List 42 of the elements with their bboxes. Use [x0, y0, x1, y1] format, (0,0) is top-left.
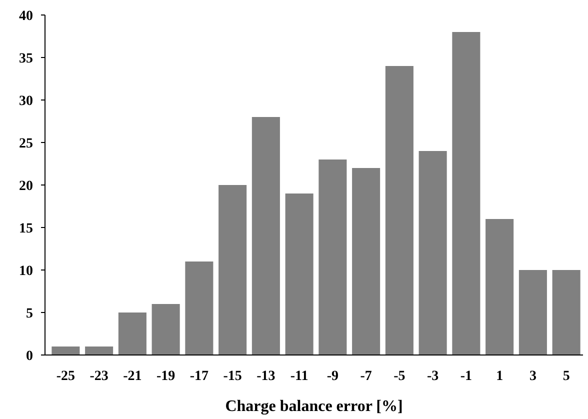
x-tick-label: 1: [496, 369, 504, 384]
x-tick-label: -13: [256, 369, 276, 384]
x-tick-label: -3: [426, 369, 439, 384]
x-tick-label: 5: [562, 369, 570, 384]
x-tick-label: 3: [529, 369, 536, 384]
x-tick-label: -15: [223, 369, 242, 384]
x-tick-label: -23: [90, 369, 108, 384]
x-tick-label: -17: [190, 369, 209, 384]
bar: [318, 160, 347, 355]
x-tick-label: -9: [326, 369, 339, 384]
y-tick-label: 30: [19, 94, 33, 109]
x-tick-label: -25: [56, 369, 76, 384]
x-tick-label: -11: [290, 369, 308, 384]
y-tick-label: 15: [19, 221, 33, 236]
y-tick-label: 20: [19, 178, 33, 194]
bar: [285, 194, 314, 355]
bar: [385, 66, 414, 355]
y-tick-label: 0: [26, 348, 33, 364]
x-tick-label: -5: [394, 369, 406, 384]
x-tick-label: -21: [123, 369, 142, 384]
bar: [252, 117, 280, 355]
bar: [52, 346, 80, 355]
x-tick-label: -19: [156, 369, 176, 384]
bar: [85, 346, 114, 355]
x-axis-title: Charge balance error [%]: [225, 398, 403, 415]
y-tick-label: 35: [19, 51, 33, 66]
bar: [552, 270, 580, 355]
bar: [452, 32, 480, 355]
x-tick-label: -1: [460, 369, 472, 384]
y-tick-label: 5: [26, 306, 33, 322]
bar: [118, 312, 146, 355]
x-tick-label: -7: [360, 369, 372, 384]
bar: [518, 270, 547, 355]
bar: [152, 304, 180, 355]
bar: [185, 262, 214, 355]
y-tick-label: 10: [19, 264, 33, 279]
bar: [218, 185, 247, 355]
bar: [486, 219, 514, 355]
y-tick-label: 25: [19, 136, 33, 152]
y-tick-label: 40: [19, 8, 33, 24]
bar: [352, 168, 380, 355]
bar: [418, 151, 447, 355]
